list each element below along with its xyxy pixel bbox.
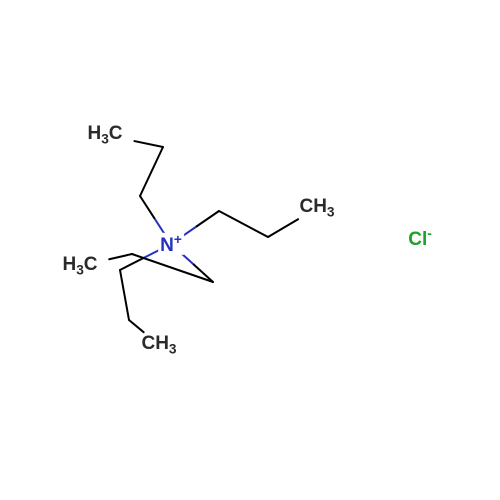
bond-line — [197, 211, 219, 226]
atom-label-c2c: H3C — [87, 124, 122, 146]
bond-line — [129, 320, 144, 332]
bond-line — [140, 147, 163, 196]
atom-label-c1c: CH3 — [299, 197, 334, 219]
bond-line — [219, 211, 268, 237]
bond-line — [120, 270, 129, 320]
bond-line — [268, 219, 298, 237]
atom-label-c3c: CH3 — [141, 334, 176, 356]
atom-label-cl: Cl- — [408, 227, 432, 249]
bond-line — [120, 258, 143, 270]
bond-line — [140, 196, 154, 218]
atom-label-n: N+ — [158, 233, 184, 255]
bond-line — [109, 254, 132, 259]
bond-line — [132, 254, 213, 282]
bond-line — [134, 141, 163, 147]
atom-label-c4c: H3C — [62, 255, 97, 277]
